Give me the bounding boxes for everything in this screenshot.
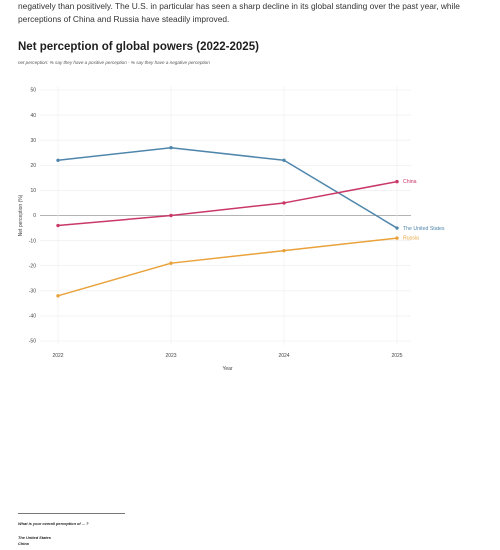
footnote-divider <box>18 513 125 514</box>
footnote-items: The United States China <box>18 535 51 546</box>
grid-layer <box>40 86 411 345</box>
data-point <box>395 179 399 184</box>
y-tick-label: -50 <box>29 339 36 345</box>
data-point <box>56 223 60 228</box>
data-point <box>282 158 286 162</box>
data-point <box>169 213 173 218</box>
series-line <box>57 237 398 297</box>
x-tick-labels: 2022 2023 2024 2025 <box>52 353 402 359</box>
y-tick-label: 10 <box>30 188 36 194</box>
footnote-item: China <box>18 540 29 546</box>
data-point <box>169 146 173 150</box>
footnote-question: What is your overall perception of ... ? <box>18 521 89 526</box>
footnote-item: The United States <box>18 535 51 540</box>
x-tick-label: 2022 <box>52 353 63 359</box>
x-axis-title: Year <box>222 366 232 372</box>
y-tick-label: -20 <box>29 263 36 269</box>
y-tick-label: 40 <box>30 113 36 119</box>
y-tick-label: 20 <box>30 163 36 169</box>
y-tick-label: 0 <box>33 213 36 219</box>
x-tick-label: 2024 <box>278 353 289 359</box>
series-layer: The United States China Russia <box>56 146 445 298</box>
y-tick-label: -10 <box>29 238 36 244</box>
y-axis-title: Net perception (%) <box>18 194 24 236</box>
data-point <box>282 248 286 253</box>
series-line <box>57 146 398 229</box>
series-label: China <box>403 179 417 185</box>
x-tick-label: 2025 <box>391 353 402 359</box>
data-point <box>56 294 60 298</box>
chart-title: Net perception of global powers (2022-20… <box>18 41 259 53</box>
data-point <box>282 201 286 205</box>
y-tick-label: 30 <box>30 138 36 144</box>
data-point <box>395 226 399 230</box>
series-label: Russia <box>403 236 419 242</box>
chart-subtitle: net perception: % say they have a positi… <box>18 60 210 65</box>
x-tick-label: 2023 <box>165 353 176 359</box>
data-point <box>395 236 399 240</box>
y-tick-labels: 50 40 30 20 10 0 -10 -20 -30 -40 -50 <box>29 88 36 345</box>
y-tick-label: 50 <box>30 88 36 94</box>
y-tick-label: -30 <box>29 289 36 295</box>
intro-paragraph: negatively than positively. The U.S. in … <box>18 1 460 24</box>
y-tick-label: -40 <box>29 314 36 320</box>
data-point <box>169 261 173 265</box>
data-point <box>56 158 60 162</box>
series-line <box>57 180 398 227</box>
series-label: The United States <box>403 226 445 232</box>
